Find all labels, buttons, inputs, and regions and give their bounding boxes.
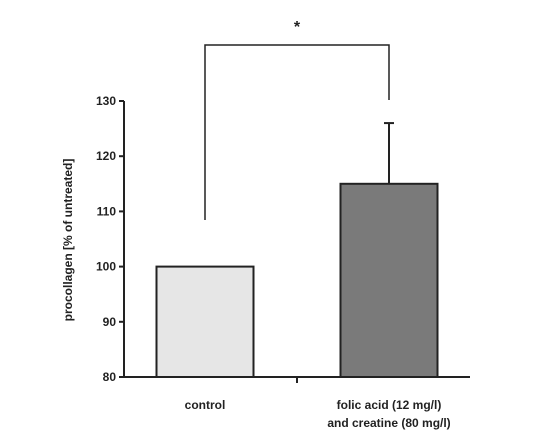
significance-star: *: [294, 19, 301, 36]
bar-1: [339, 182, 439, 378]
category-label-0: control: [185, 398, 226, 412]
category-label-1: folic acid (12 mg/l): [337, 398, 442, 412]
y-tick-label: 120: [96, 149, 116, 163]
significance-line: [204, 44, 390, 220]
y-tick-label: 130: [96, 94, 116, 108]
category-label-1: and creatine (80 mg/l): [327, 416, 450, 430]
y-tick-label: 110: [97, 204, 117, 218]
y-axis-title: procollagen [% of untreated]: [61, 159, 75, 322]
x-axis: [124, 376, 470, 383]
y-tick-label: 100: [96, 260, 116, 274]
y-tick-label: 80: [103, 370, 117, 384]
bar-0: [155, 265, 255, 379]
bars: [155, 182, 439, 379]
y-axis: 80 90 100 110 120 130: [96, 94, 125, 384]
y-tick-label: 90: [103, 315, 117, 329]
category-labels: control folic acid (12 mg/l) and creatine …: [185, 398, 451, 430]
significance-bracket: *: [204, 19, 390, 220]
error-bars: [384, 122, 394, 184]
